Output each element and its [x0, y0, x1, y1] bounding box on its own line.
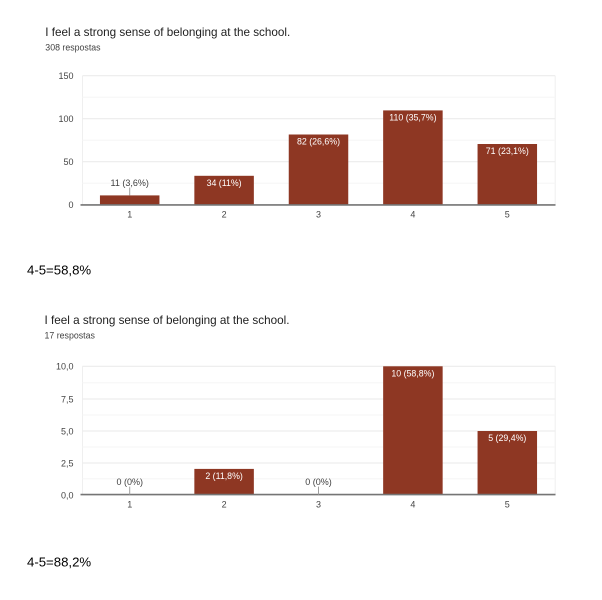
svg-text:34 (11%): 34 (11%) [207, 178, 242, 188]
svg-text:10,0: 10,0 [56, 362, 74, 372]
svg-text:150: 150 [58, 71, 73, 81]
svg-text:3: 3 [316, 210, 321, 220]
svg-text:5 (29,4%): 5 (29,4%) [488, 433, 526, 443]
svg-text:I feel a strong sense of belon: I feel a strong sense of belonging at th… [45, 314, 290, 327]
svg-text:110 (35,7%): 110 (35,7%) [389, 112, 436, 122]
svg-text:4: 4 [410, 210, 415, 220]
svg-text:17 respostas: 17 respostas [45, 330, 96, 340]
svg-text:5,0: 5,0 [61, 426, 74, 436]
svg-text:1: 1 [127, 500, 132, 510]
svg-text:50: 50 [63, 157, 73, 167]
svg-text:5: 5 [505, 500, 510, 510]
svg-text:11 (3,6%): 11 (3,6%) [111, 178, 149, 188]
svg-text:7,5: 7,5 [61, 394, 74, 404]
svg-text:4-5=58,8%: 4-5=58,8% [27, 262, 91, 277]
svg-text:0 (0%): 0 (0%) [116, 477, 143, 487]
svg-text:100: 100 [58, 114, 73, 124]
svg-text:308 respostas: 308 respostas [45, 43, 101, 53]
svg-text:0 (0%): 0 (0%) [305, 477, 332, 487]
svg-text:2 (11,8%): 2 (11,8%) [205, 471, 243, 481]
svg-text:82 (26,6%): 82 (26,6%) [297, 137, 340, 147]
svg-text:2,5: 2,5 [61, 458, 74, 468]
svg-text:2: 2 [222, 210, 227, 220]
svg-text:10 (58,8%): 10 (58,8%) [391, 368, 434, 378]
svg-text:5: 5 [505, 210, 510, 220]
svg-text:1: 1 [127, 210, 132, 220]
svg-text:2: 2 [222, 500, 227, 510]
svg-text:3: 3 [316, 500, 321, 510]
svg-text:0: 0 [68, 200, 73, 210]
svg-text:4-5=88,2%: 4-5=88,2% [27, 554, 91, 569]
svg-text:I feel a strong sense of belon: I feel a strong sense of belonging at th… [45, 26, 290, 39]
svg-text:71 (23,1%): 71 (23,1%) [486, 146, 529, 156]
svg-text:4: 4 [410, 500, 415, 510]
svg-text:0,0: 0,0 [61, 490, 74, 500]
